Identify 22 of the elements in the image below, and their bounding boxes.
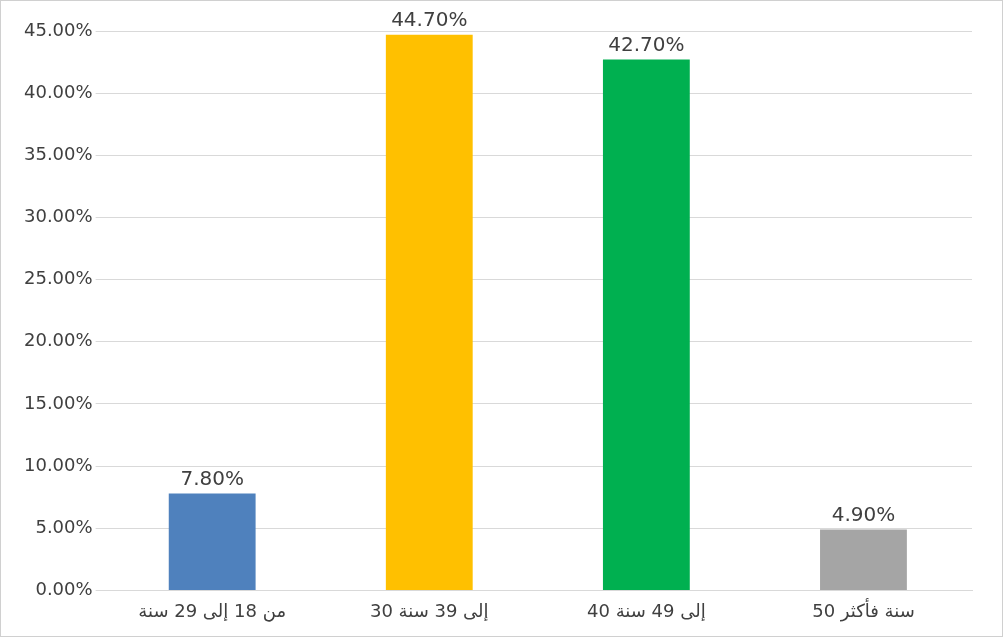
y-tick-label: 5.00%	[35, 515, 93, 537]
data-label: 4.90%	[831, 501, 896, 526]
data-label: 42.70%	[608, 31, 685, 56]
y-tick-label: 10.00%	[23, 453, 93, 475]
bar	[602, 59, 690, 590]
bar	[168, 493, 256, 590]
x-tick-label: 40 إلى 49 سنة	[587, 599, 706, 621]
x-tick-label: 30 إلى 39 سنة	[369, 599, 489, 621]
x-tick-label: من 18 إلى 29 سنة	[138, 599, 287, 622]
y-tick-label: 0.00%	[35, 578, 93, 600]
data-label: 44.70%	[391, 6, 468, 31]
y-tick-label: 25.00%	[23, 267, 93, 289]
x-tick-label: 50 سنة فأكثر	[812, 597, 915, 622]
bar	[385, 34, 473, 590]
y-tick-label: 40.00%	[23, 80, 93, 102]
y-tick-label: 20.00%	[23, 329, 93, 351]
data-label: 7.80%	[180, 465, 244, 490]
y-tick-label: 45.00%	[23, 18, 93, 40]
y-tick-label: 30.00%	[23, 205, 93, 227]
y-tick-label: 35.00%	[23, 142, 93, 164]
y-tick-label: 15.00%	[23, 391, 93, 413]
bar	[820, 529, 907, 590]
